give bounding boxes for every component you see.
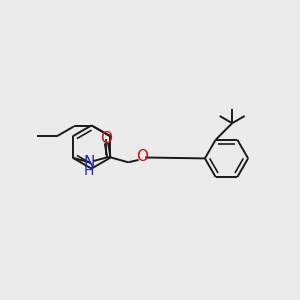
Text: N: N bbox=[84, 155, 95, 170]
Text: O: O bbox=[100, 130, 112, 146]
Text: H: H bbox=[84, 164, 94, 178]
Text: O: O bbox=[136, 149, 148, 164]
